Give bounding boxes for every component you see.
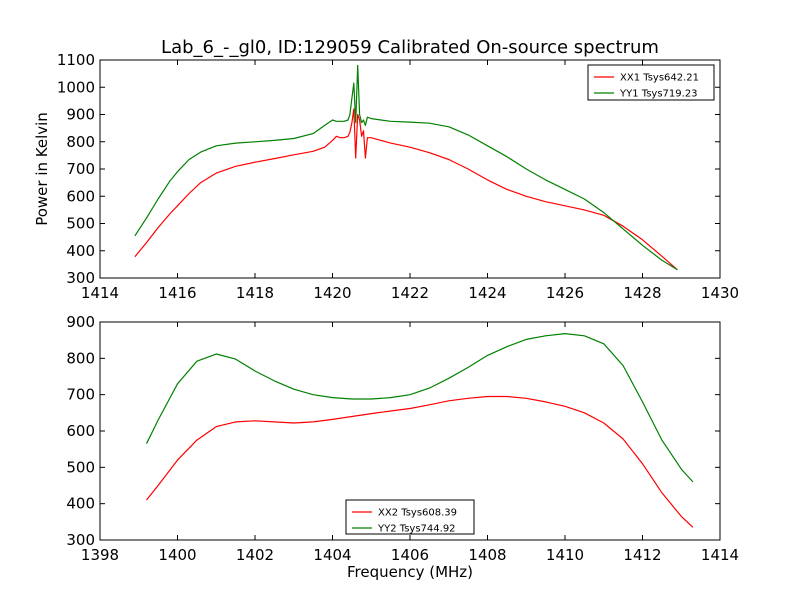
x-tick-label: 1398 bbox=[81, 546, 119, 564]
x-tick-label: 1426 bbox=[546, 284, 584, 302]
legend-label: YY2 Tsys744.92 bbox=[377, 524, 456, 535]
x-tick-label: 1418 bbox=[236, 284, 274, 302]
y-tick-label: 1100 bbox=[57, 51, 95, 69]
legend-label: XX2 Tsys608.39 bbox=[378, 508, 457, 519]
legend: XX1 Tsys642.21 YY1 Tsys719.23 bbox=[587, 64, 715, 101]
y-tick-label: 600 bbox=[66, 187, 95, 205]
y-tick-label: 800 bbox=[66, 349, 95, 367]
y-tick-label: 900 bbox=[66, 313, 95, 331]
x-tick-label: 1430 bbox=[701, 284, 739, 302]
x-tick-label: 1414 bbox=[701, 546, 739, 564]
y-tick-label: 700 bbox=[66, 160, 95, 178]
series-line-2 bbox=[134, 64, 678, 271]
y-tick-label: 900 bbox=[66, 106, 95, 124]
x-tick-label: 1414 bbox=[81, 284, 119, 302]
legend: XX2 Tsys608.39 YY2 Tsys744.92 bbox=[345, 499, 475, 535]
x-tick-label: 1424 bbox=[468, 284, 506, 302]
legend-label: XX1 Tsys642.21 bbox=[620, 73, 699, 84]
chart-title: Lab_6_-_gl0, ID:129059 Calibrated On-sou… bbox=[161, 37, 659, 58]
y-tick-label: 600 bbox=[66, 422, 95, 440]
series-line-1 bbox=[146, 395, 694, 528]
x-tick-label: 1420 bbox=[313, 284, 351, 302]
y-tick-label: 400 bbox=[66, 495, 95, 513]
x-tick-label: 1428 bbox=[623, 284, 661, 302]
x-tick-label: 1402 bbox=[236, 546, 274, 564]
series-line-1 bbox=[134, 108, 678, 271]
series-line-2 bbox=[145, 333, 694, 483]
x-tick-label: 1412 bbox=[623, 546, 661, 564]
legend-box bbox=[587, 64, 715, 101]
x-tick-label: 1416 bbox=[158, 284, 196, 302]
x-tick-label: 1408 bbox=[468, 546, 506, 564]
x-tick-label: 1404 bbox=[313, 546, 351, 564]
y-tick-label: 500 bbox=[66, 458, 95, 476]
x-axis-label: Frequency (MHz) bbox=[347, 563, 473, 581]
x-tick-label: 1410 bbox=[546, 546, 584, 564]
x-tick-label: 1422 bbox=[391, 284, 429, 302]
plot-bottom: 1398 1400 1402 1404 1406 1408 1410 1412 1414 300 4… bbox=[66, 313, 739, 564]
y-axis-label: Power in Kelvin bbox=[33, 112, 51, 226]
y-tick-label: 500 bbox=[66, 215, 95, 233]
y-tick-label: 300 bbox=[66, 531, 95, 549]
y-tick-label: 300 bbox=[66, 269, 95, 287]
x-tick-label: 1400 bbox=[158, 546, 196, 564]
y-tick-label: 400 bbox=[66, 242, 95, 260]
y-tick-label: 800 bbox=[66, 133, 95, 151]
legend-label: YY1 Tsys719.23 bbox=[619, 89, 698, 100]
y-tick-label: 700 bbox=[66, 386, 95, 404]
plot-top: 1414 1416 1418 1420 1422 1424 1426 1428 1430 300 4… bbox=[57, 51, 739, 302]
x-tick-label: 1406 bbox=[391, 546, 429, 564]
y-tick-label: 1000 bbox=[57, 78, 95, 96]
